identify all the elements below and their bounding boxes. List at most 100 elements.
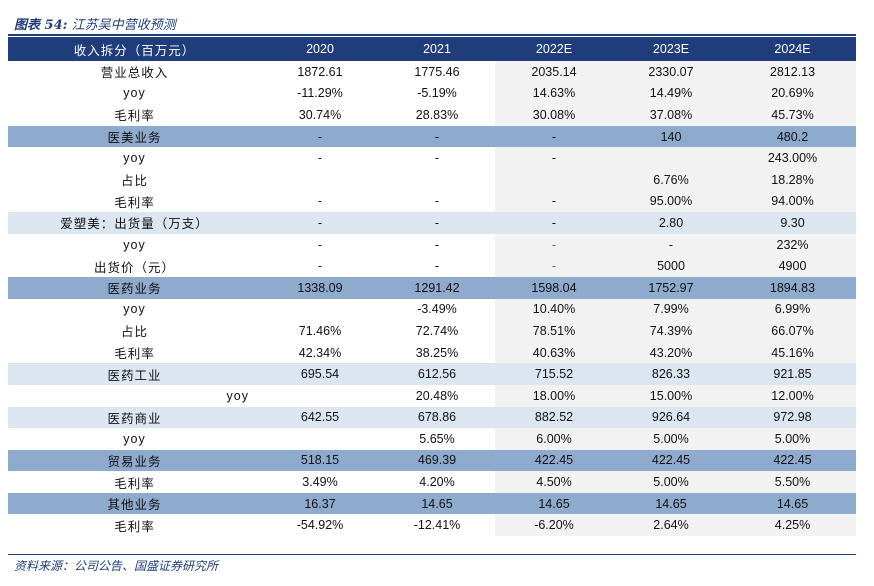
- table-cell: 45.73%: [729, 104, 856, 126]
- table-cell: 4.50%: [495, 471, 613, 493]
- table-cell: 14.65: [495, 492, 613, 515]
- table-cell: -: [317, 151, 323, 166]
- table-cell: -12.41%: [413, 518, 461, 533]
- table-cell: 2330.07: [613, 61, 729, 83]
- table-row: 医美业务 - - -140 480.2: [8, 125, 856, 148]
- table-cell: [261, 385, 379, 407]
- table-cell: -: [434, 151, 440, 166]
- table-row: 其他业务 16.37 14.65 14.65 14.65 14.65: [8, 492, 856, 515]
- row-label: yoy: [123, 237, 146, 252]
- table-header-row: 收入拆分（百万元） 2020 2021 2022E 2023E 2024E: [8, 37, 856, 61]
- table-cell: 1872.61: [297, 64, 343, 79]
- table-cell: -: [613, 233, 729, 256]
- table-cell: -54.92%: [296, 518, 344, 533]
- row-label: 贸易业务: [8, 449, 261, 472]
- figure-number: 图表 54:: [14, 18, 68, 33]
- row-label: yoy: [123, 86, 146, 101]
- table-cell: 926.64: [613, 406, 729, 429]
- table-cell: 20.69%: [729, 82, 856, 105]
- table-cell: 14.63%: [495, 82, 613, 105]
- table-cell: 30.08%: [495, 104, 613, 126]
- table-cell: -: [261, 212, 379, 234]
- table-cell: 94.00%: [729, 190, 856, 213]
- table-cell: 95.00%: [613, 190, 729, 213]
- table-cell: -: [495, 212, 613, 234]
- table-cell: 9.30: [729, 212, 856, 234]
- table-cell: 2812.13: [729, 61, 856, 83]
- table-cell: 469.39: [379, 449, 495, 472]
- header-cell-label: 收入拆分（百万元）: [8, 37, 261, 61]
- table-cell: 38.25%: [415, 345, 459, 360]
- header-cell-2022e: 2022E: [495, 37, 613, 61]
- table-cell: 42.34%: [298, 345, 342, 360]
- table-cell: -: [434, 259, 440, 274]
- table-cell: 14.49%: [613, 82, 729, 105]
- table-cell: -: [434, 194, 440, 209]
- table-cell: 37.08%: [613, 104, 729, 126]
- table-cell: -: [434, 237, 440, 252]
- table-cell: -5.19%: [417, 86, 457, 101]
- row-label: 占比: [120, 174, 148, 189]
- table-row: 贸易业务 518.15 469.39 422.45 422.45 422.45: [8, 449, 856, 472]
- figure-caption: 江苏吴中营收预测: [71, 18, 176, 33]
- row-label: 毛利率: [114, 109, 155, 124]
- table-cell: -: [495, 190, 613, 213]
- table-cell: 15.00%: [613, 384, 729, 407]
- row-label: 毛利率: [114, 347, 155, 362]
- table-cell: -3.49%: [417, 302, 457, 317]
- row-label: 出货价（元）: [93, 260, 175, 275]
- table-cell: 72.74%: [415, 323, 459, 338]
- table-cell: 1752.97: [613, 276, 729, 299]
- row-label: yoy: [226, 388, 249, 403]
- table-cell: 71.46%: [298, 323, 342, 338]
- table-cell: [379, 169, 495, 191]
- table-cell: -: [495, 147, 613, 169]
- table-cell: [261, 299, 379, 321]
- row-label: 其他业务: [8, 492, 261, 515]
- row-label: 医药业务: [8, 276, 261, 299]
- table-row: 医药商业 642.55 678.86 882.52 926.64 972.98: [8, 406, 856, 429]
- table-cell: 4900: [729, 255, 856, 277]
- source-note: 资料来源：公司公告、国盛证券研究所: [14, 559, 219, 573]
- table-cell: 642.55: [261, 406, 379, 429]
- table-cell: -: [317, 194, 323, 209]
- table-row: yoy - - - -232%: [8, 233, 856, 256]
- table-cell: [261, 169, 379, 191]
- table-cell: 4.20%: [419, 475, 455, 490]
- table-cell: 5.00%: [613, 428, 729, 450]
- table-cell: 422.45: [613, 449, 729, 472]
- table-cell: 972.98: [729, 406, 856, 429]
- table-cell: 5.50%: [729, 471, 856, 493]
- row-label: 爱塑美：出货量（万支）: [8, 212, 261, 234]
- table-row: 出货价（元） - - -5000 4900: [8, 255, 856, 277]
- header-cell-2024e: 2024E: [729, 37, 856, 61]
- row-label: 占比: [120, 325, 148, 340]
- table-cell: 40.63%: [495, 341, 613, 364]
- table-row: 毛利率 30.74% 28.83% 30.08% 37.08% 45.73%: [8, 104, 856, 126]
- table-cell: -11.29%: [297, 86, 343, 101]
- table-cell: 612.56: [379, 363, 495, 385]
- table-cell: 678.86: [379, 406, 495, 429]
- table-cell: 2035.14: [495, 61, 613, 83]
- table-cell: 14.65: [613, 492, 729, 515]
- table-cell: 5.65%: [419, 431, 455, 446]
- table-cell: 6.99%: [729, 298, 856, 321]
- table-body: 收入拆分（百万元） 2020 2021 2022E 2023E 2024E 营业…: [8, 37, 856, 537]
- table-cell: -6.20%: [495, 514, 613, 537]
- revenue-forecast-table: 收入拆分（百万元） 2020 2021 2022E 2023E 2024E 营业…: [8, 37, 856, 537]
- table-cell: 7.99%: [613, 298, 729, 321]
- table-cell: 422.45: [495, 449, 613, 472]
- row-label: 毛利率: [114, 195, 155, 210]
- table-cell: -: [495, 233, 613, 256]
- table-cell: 14.65: [379, 492, 495, 515]
- table-row: 占比 6.76% 18.28%: [8, 168, 856, 191]
- table-cell: 28.83%: [415, 107, 459, 122]
- table-cell: [261, 428, 379, 450]
- table-cell: 12.00%: [729, 384, 856, 407]
- table-cell: 5.00%: [613, 471, 729, 493]
- table-cell: -: [317, 237, 323, 252]
- table-row: yoy -3.49% 10.40% 7.99% 6.99%: [8, 298, 856, 321]
- table-cell: 882.52: [495, 406, 613, 429]
- table-row: yoy - - - 243.00%: [8, 147, 856, 169]
- table-cell: 715.52: [495, 363, 613, 385]
